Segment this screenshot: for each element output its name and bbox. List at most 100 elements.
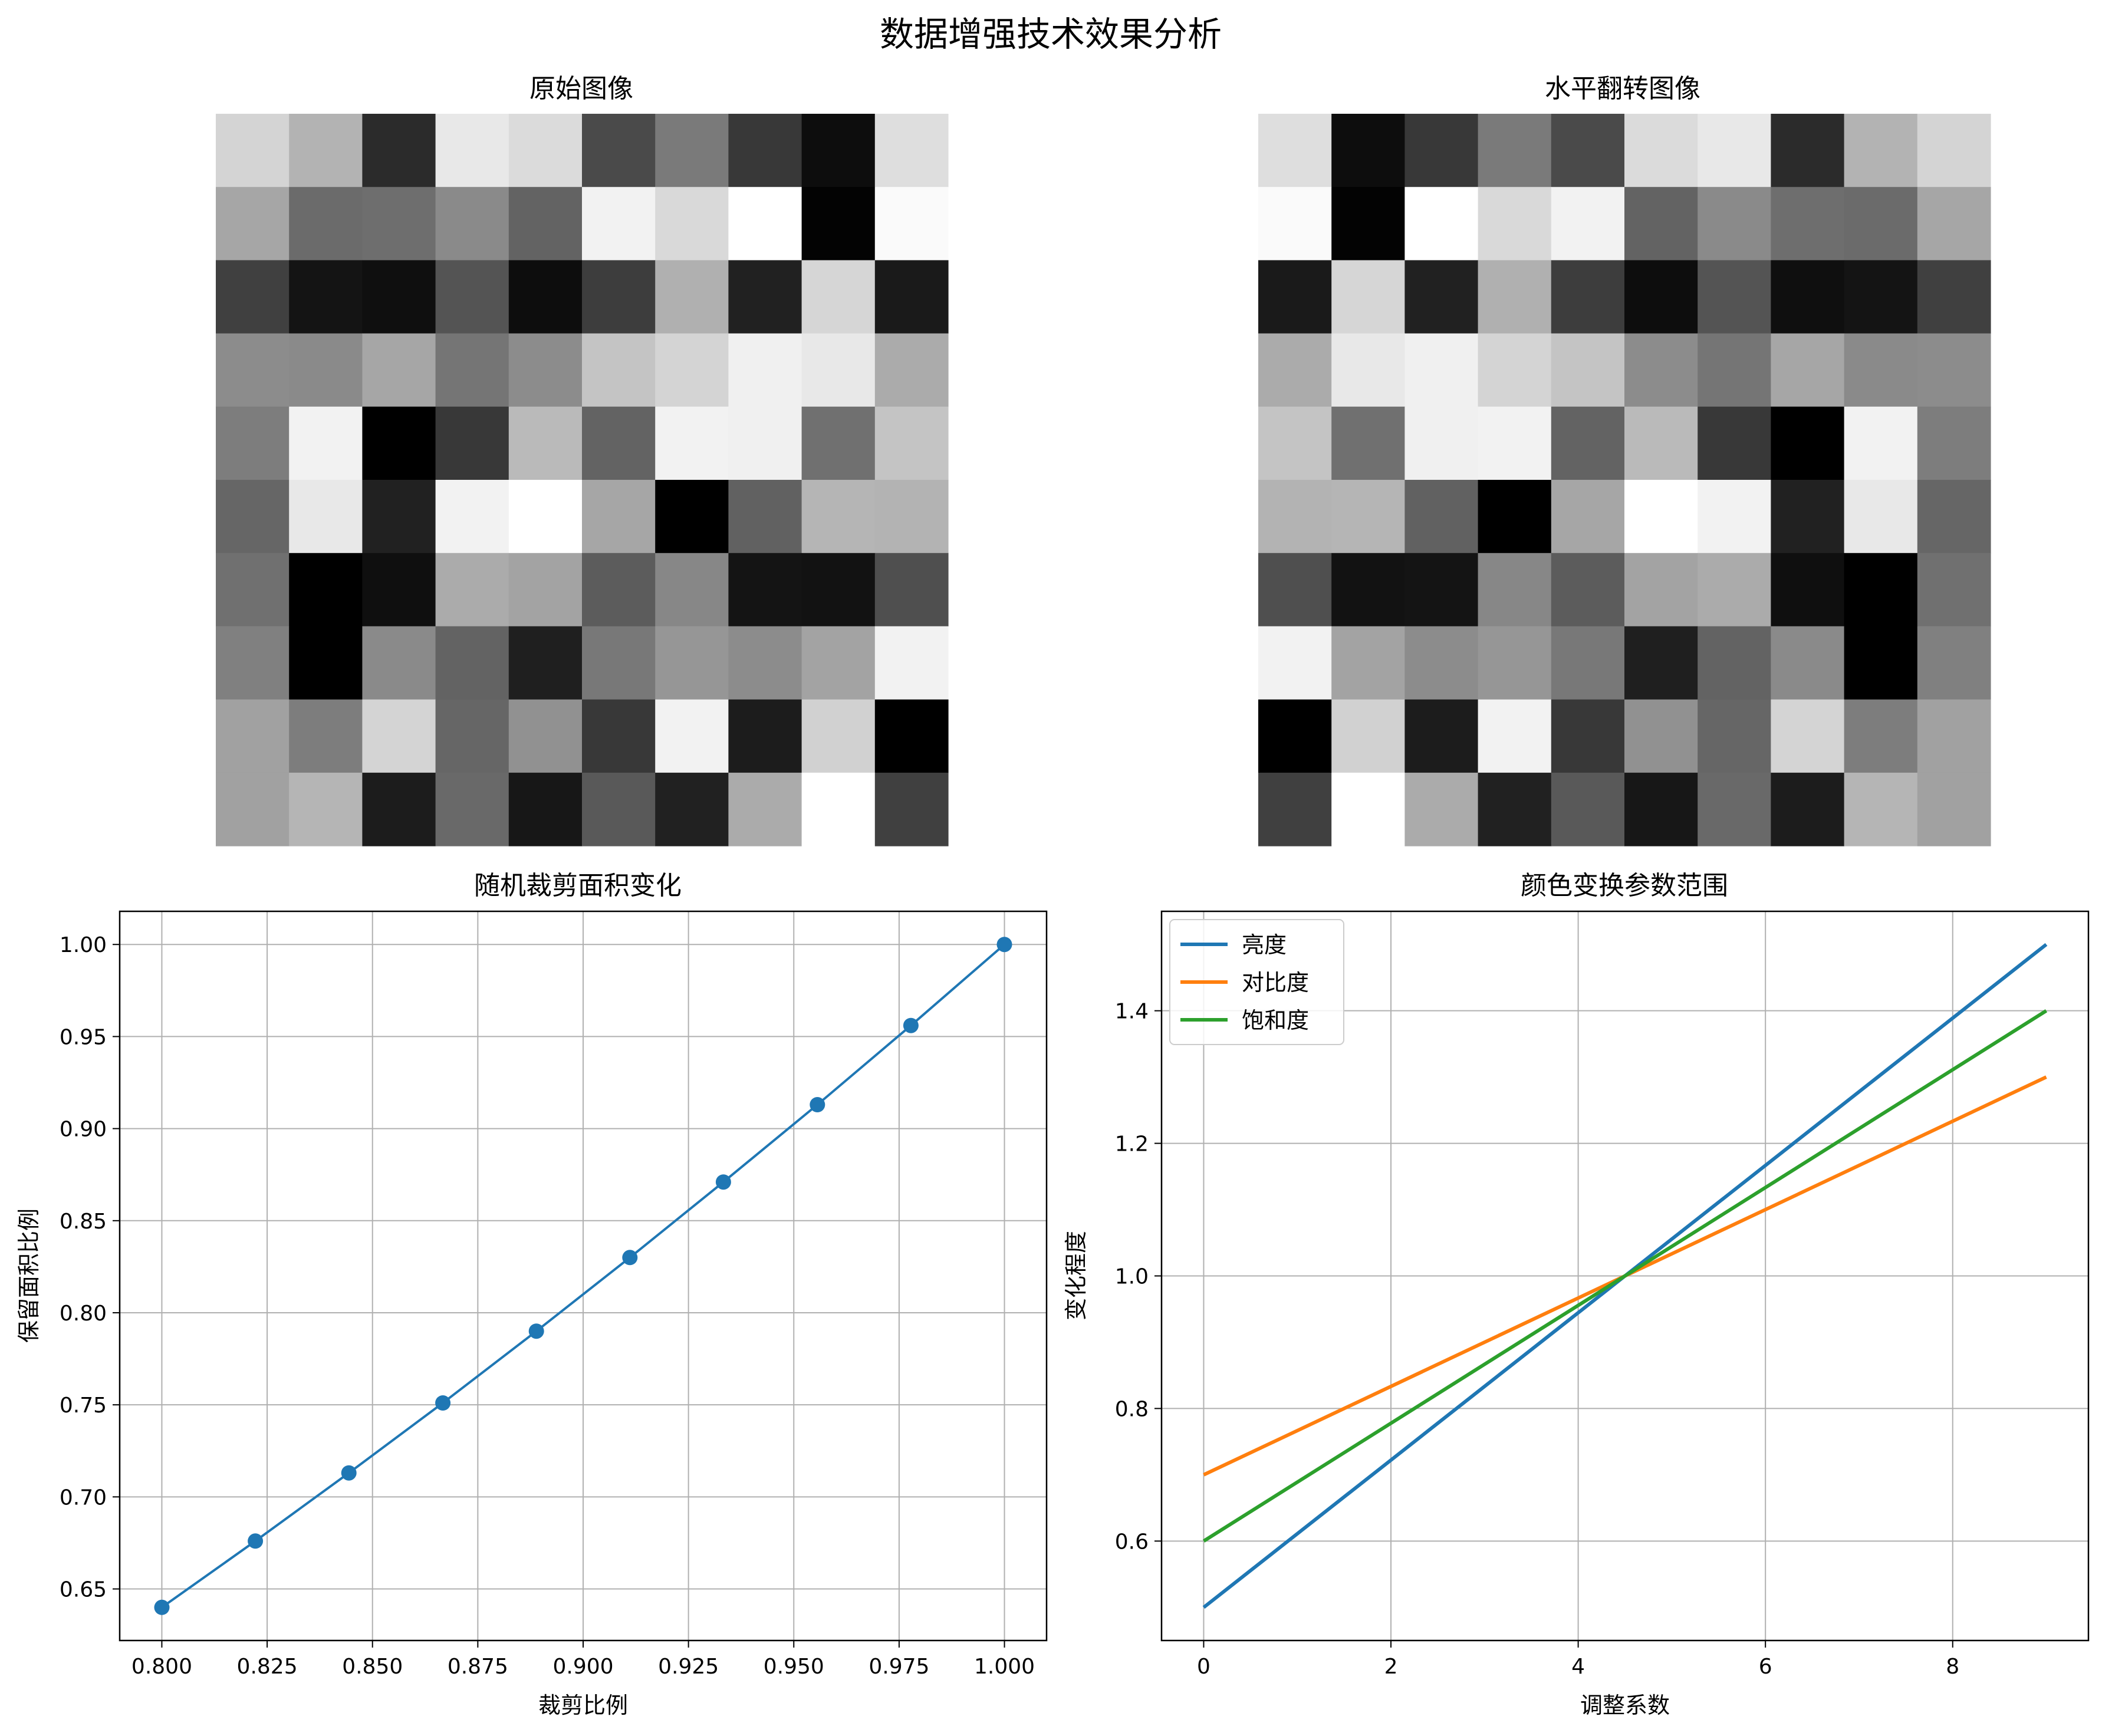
heatmap-cell-r9-c7 (728, 772, 802, 846)
heatmap-cell-r2-c5 (582, 260, 656, 334)
heatmap-cell-r7-c2 (362, 626, 436, 700)
heatmap-cell-r1-c7 (728, 187, 802, 261)
heatmap-cell-r6-c6 (655, 553, 729, 627)
x-tick-label: 0.800 (131, 1655, 192, 1679)
plot-area-color (1202, 943, 2048, 1609)
heatmap-cell-r1-c8 (1844, 187, 1918, 261)
heatmap-cell-r8-c6 (1698, 699, 1771, 773)
x-tick-label: 2 (1384, 1655, 1398, 1679)
heatmap-cell-r1-c2 (1404, 187, 1479, 261)
heatmap-cell-r2-c3 (435, 260, 509, 334)
panel-title-crop: 随机裁剪面积变化 (474, 871, 682, 901)
heatmap-cell-r9-c0 (1258, 772, 1332, 846)
heatmap-cell-r0-c3 (1478, 114, 1552, 187)
heatmap-cell-r8-c1 (289, 699, 363, 773)
heatmap-cell-r4-c3 (435, 406, 509, 480)
heatmap-cell-r4-c0 (1258, 406, 1332, 480)
heatmap-cell-r6-c9 (1917, 553, 1991, 627)
heatmap-cell-r4-c5 (582, 406, 656, 480)
y-tick-label: 1.4 (1115, 1000, 1149, 1024)
heatmap-cell-r3-c0 (1258, 333, 1332, 407)
heatmap-cell-r7-c6 (1698, 626, 1771, 700)
heatmap-cell-r9-c7 (1771, 772, 1845, 846)
heatmap-cell-r5-c1 (289, 480, 363, 554)
heatmap-cell-r2-c0 (1258, 260, 1332, 334)
y-tick-label: 0.65 (60, 1578, 107, 1602)
heatmap-cell-r5-c8 (801, 480, 876, 554)
heatmap-cell-r0-c5 (582, 114, 656, 187)
y-tick-label: 1.00 (60, 933, 107, 957)
legend-label: 亮度 (1242, 932, 1287, 958)
x-tick-label: 6 (1759, 1655, 1772, 1679)
heatmap-cell-r5-c6 (1698, 480, 1771, 554)
heatmap-cell-r1-c0 (1258, 187, 1332, 261)
x-tick-label: 0.925 (658, 1655, 719, 1679)
data-point (248, 1533, 264, 1549)
heatmap-cell-r4-c7 (728, 406, 802, 480)
data-point (810, 1097, 825, 1112)
heatmap-cell-r8-c9 (1917, 699, 1991, 773)
heatmap-cell-r6-c2 (362, 553, 436, 627)
heatmap-cell-r0-c8 (801, 114, 876, 187)
heatmap-cell-r0-c6 (1698, 114, 1771, 187)
ticks-crop: 0.800 0.825 0.850 0.875 0.900 0.925 0.950 0.975… (60, 933, 1035, 1679)
x-tick-label: 0.875 (448, 1655, 508, 1679)
heatmap-cell-r7-c2 (1404, 626, 1479, 700)
heatmap-cell-r1-c0 (216, 187, 290, 261)
heatmap-cell-r2-c4 (508, 260, 583, 334)
plot-area-crop (154, 937, 1012, 1615)
data-point (154, 1599, 170, 1615)
heatmap-cell-r0-c6 (655, 114, 729, 187)
x-tick-label: 0 (1197, 1655, 1210, 1679)
heatmap-cell-r2-c6 (655, 260, 729, 334)
heatmap-cell-r9-c1 (289, 772, 363, 846)
heatmap-cell-r9-c5 (1624, 772, 1698, 846)
heatmap-cell-r5-c1 (1331, 480, 1405, 554)
heatmap-cell-r1-c1 (289, 187, 363, 261)
panel-random-crop: 随机裁剪面积变化 0.800 0.825 0.850 0.875 0.900 0.925 0… (16, 871, 1048, 1718)
heatmap-cell-r0-c0 (1258, 114, 1332, 187)
panel-original-image: 原始图像 (216, 74, 949, 846)
heatmap-cell-r4-c2 (1404, 406, 1479, 480)
heatmap-cell-r9-c6 (1698, 772, 1771, 846)
x-axis-label-color: 调整系数 (1580, 1692, 1670, 1718)
heatmap-cell-r8-c3 (1478, 699, 1552, 773)
heatmap-cell-r8-c2 (362, 699, 436, 773)
heatmap-cell-r4-c2 (362, 406, 436, 480)
x-tick-label: 4 (1571, 1655, 1585, 1679)
heatmap-cell-r8-c4 (508, 699, 583, 773)
panel-flipped-image: 水平翻转图像 (1258, 74, 1991, 846)
heatmap-cell-r1-c1 (1331, 187, 1405, 261)
heatmap-cell-r4-c6 (1698, 406, 1771, 480)
heatmap-cell-r0-c7 (1771, 114, 1845, 187)
heatmap-cell-r6-c3 (435, 553, 509, 627)
heatmap-cell-r1-c8 (801, 187, 876, 261)
heatmap-cell-r3-c9 (874, 333, 949, 407)
heatmap-cell-r7-c1 (1331, 626, 1405, 700)
heatmap-cell-r7-c9 (874, 626, 949, 700)
x-axis-label-crop: 裁剪比例 (538, 1692, 628, 1718)
heatmap-cell-r0-c2 (362, 114, 436, 187)
heatmap-flipped (1258, 114, 1991, 846)
y-tick-label: 0.70 (60, 1485, 107, 1510)
heatmap-cell-r7-c5 (582, 626, 656, 700)
heatmap-cell-r3-c0 (216, 333, 290, 407)
heatmap-cell-r8-c8 (1844, 699, 1918, 773)
heatmap-cell-r8-c0 (216, 699, 290, 773)
heatmap-cell-r8-c4 (1551, 699, 1625, 773)
heatmap-cell-r6-c5 (582, 553, 656, 627)
heatmap-cell-r0-c7 (728, 114, 802, 187)
heatmap-cell-r2-c0 (216, 260, 290, 334)
data-point (996, 937, 1012, 953)
y-tick-label: 0.85 (60, 1210, 107, 1234)
heatmap-cell-r8-c2 (1404, 699, 1479, 773)
heatmap-cell-r1-c9 (874, 187, 949, 261)
heatmap-cell-r5-c5 (582, 480, 656, 554)
heatmap-cell-r2-c3 (1478, 260, 1552, 334)
panel-title-original: 原始图像 (529, 74, 633, 104)
heatmap-cell-r0-c0 (216, 114, 290, 187)
heatmap-cell-r5-c3 (1478, 480, 1552, 554)
heatmap-cell-r7-c3 (1478, 626, 1552, 700)
heatmap-cell-r6-c0 (216, 553, 290, 627)
heatmap-cell-r3-c1 (289, 333, 363, 407)
